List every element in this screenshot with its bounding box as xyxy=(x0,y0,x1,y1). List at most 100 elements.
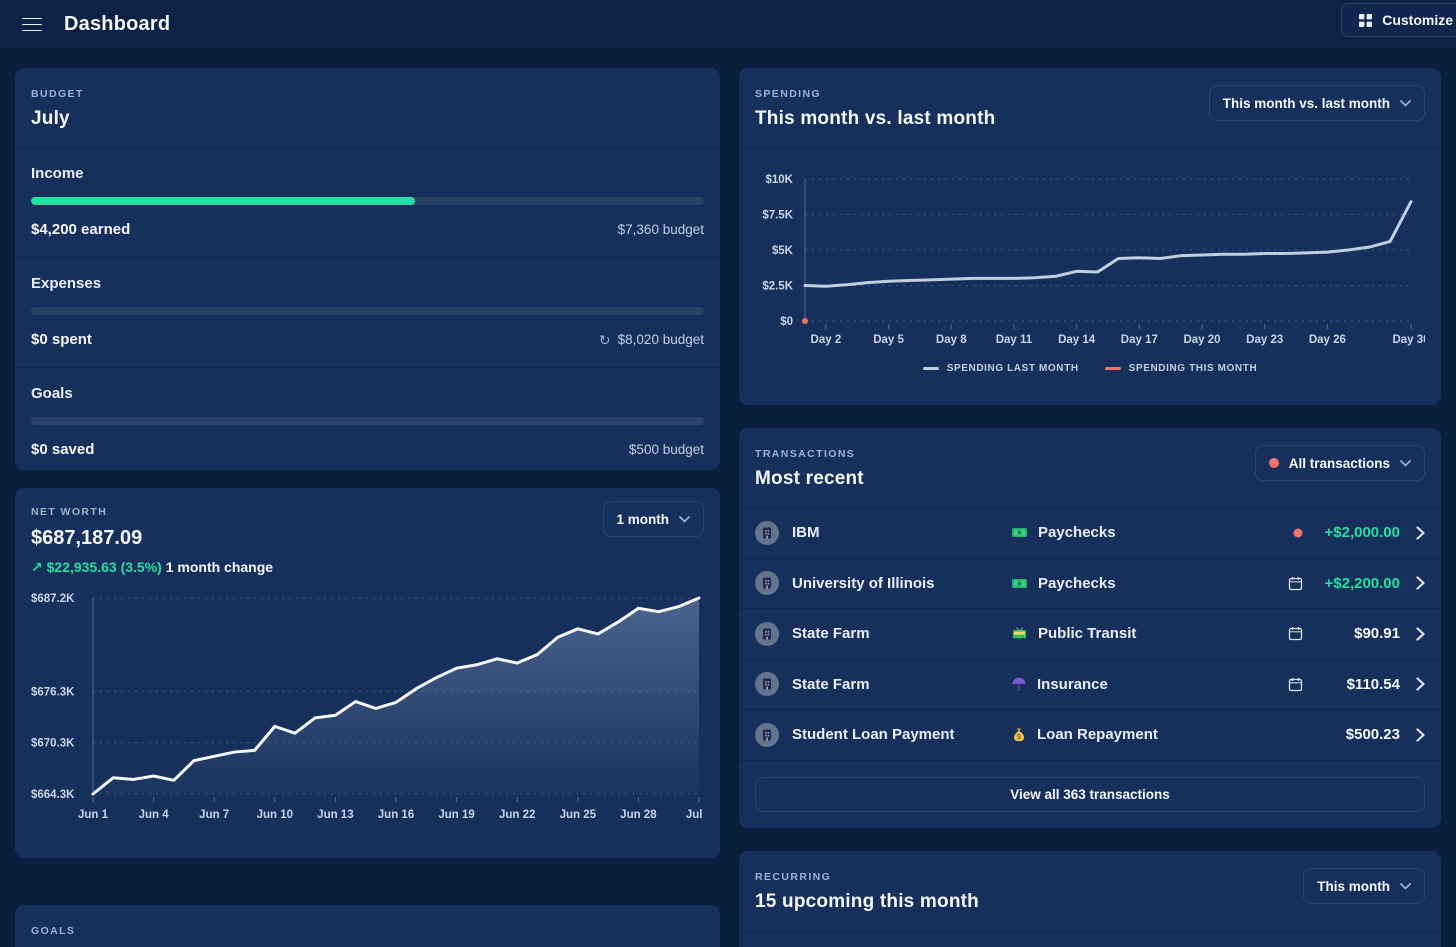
svg-text:Day 11: Day 11 xyxy=(996,334,1033,346)
svg-text:Day 20: Day 20 xyxy=(1183,334,1220,346)
svg-text:Day 23: Day 23 xyxy=(1246,334,1283,346)
building-icon xyxy=(755,621,779,646)
expenses-progress-bar xyxy=(31,307,704,315)
chevron-right-icon xyxy=(1416,526,1425,540)
goals-card-label: GOALS xyxy=(31,925,76,937)
svg-text:$: $ xyxy=(1017,734,1021,741)
svg-text:Day 2: Day 2 xyxy=(811,334,842,346)
merchant-name: State Farm xyxy=(792,675,870,693)
divider xyxy=(15,367,720,368)
spending-card: SPENDING This month vs. last month This … xyxy=(739,68,1441,405)
net-worth-label: NET WORTH xyxy=(31,506,108,518)
calendar-icon xyxy=(1288,576,1303,591)
divider xyxy=(739,148,1441,149)
svg-text:Day 5: Day 5 xyxy=(873,334,904,346)
filter-dot-icon xyxy=(1268,458,1279,468)
svg-text:$5K: $5K xyxy=(772,245,794,257)
dashboard-content: BUDGET July Income $4,200 earned $7,360 … xyxy=(0,49,1456,947)
svg-text:Jun 10: Jun 10 xyxy=(257,809,293,821)
svg-text:Jun 4: Jun 4 xyxy=(139,809,170,821)
chevron-right-icon xyxy=(1416,576,1425,590)
pending-dot xyxy=(1293,528,1303,538)
legend-item: SPENDING LAST MONTH xyxy=(922,363,1079,374)
svg-text:Day 14: Day 14 xyxy=(1058,334,1096,346)
merchant-name: State Farm xyxy=(792,625,870,643)
transaction-amount: $110.54 xyxy=(1346,675,1400,693)
spending-title: This month vs. last month xyxy=(755,108,996,129)
transaction-amount: $90.91 xyxy=(1354,625,1400,643)
customize-label: Customize xyxy=(1382,12,1453,28)
income-progress-fill xyxy=(31,197,415,205)
transactions-label: TRANSACTIONS xyxy=(755,448,856,460)
goals-saved: $0 saved xyxy=(31,441,95,458)
spending-chart: $10K $7.5K $5K $2.5K $0 Day 2 Day 5 Day 8 Day 11… xyxy=(762,174,1425,346)
merchant-name: Student Loan Payment xyxy=(792,726,955,744)
transaction-row[interactable]: State Farm Public Transit $90.91 xyxy=(739,608,1441,659)
page-title: Dashboard xyxy=(64,13,171,35)
svg-text:$676.3K: $676.3K xyxy=(31,686,75,698)
building-icon xyxy=(755,571,779,596)
net-worth-period-dropdown[interactable]: 1 month xyxy=(602,501,704,537)
chevron-down-icon xyxy=(1400,459,1411,467)
expenses-budget: ↻ $8,020 budget xyxy=(598,331,704,348)
category-name: Insurance xyxy=(1037,675,1108,693)
transactions-filter-dropdown[interactable]: All transactions xyxy=(1254,445,1425,481)
divider xyxy=(739,932,1441,933)
up-arrow-icon: ↗ xyxy=(31,559,43,575)
legend-line-icon xyxy=(922,367,939,370)
goals-card: GOALS Your top priorities xyxy=(15,905,720,947)
net-worth-card: NET WORTH 1 month $687,187.09 ↗ $22,935.… xyxy=(15,488,720,858)
transaction-row[interactable]: State Farm Insurance $110.54 xyxy=(739,658,1441,710)
category-name: Loan Repayment xyxy=(1037,726,1158,744)
svg-text:Jul 1: Jul 1 xyxy=(686,809,704,821)
merchant-name: University of Illinois xyxy=(792,574,935,592)
recurring-period-dropdown[interactable]: This month xyxy=(1303,868,1425,904)
svg-text:Jun 13: Jun 13 xyxy=(317,809,353,821)
svg-text:Day 30: Day 30 xyxy=(1392,334,1425,346)
transactions-card: TRANSACTIONS Most recent All transaction… xyxy=(739,428,1441,828)
svg-text:Jun 19: Jun 19 xyxy=(438,809,474,821)
recurring-label: RECURRING xyxy=(755,871,832,883)
transaction-row[interactable]: University of Illinois Paychecks +$2,200.0… xyxy=(739,557,1441,609)
view-all-transactions-button[interactable]: View all 363 transactions xyxy=(755,776,1425,812)
budget-section-income[interactable]: Income $4,200 earned $7,360 budget xyxy=(31,165,704,238)
building-icon xyxy=(755,520,779,545)
building-icon xyxy=(755,672,779,697)
svg-text:Day 8: Day 8 xyxy=(936,334,967,346)
svg-text:$0: $0 xyxy=(780,316,793,328)
budget-section-expenses[interactable]: Expenses $0 spent ↻ $8,020 budget xyxy=(31,275,704,348)
svg-text:Day 26: Day 26 xyxy=(1309,334,1346,346)
hamburger-menu-icon[interactable] xyxy=(22,17,42,32)
svg-text:$687.2K: $687.2K xyxy=(31,593,75,605)
goals-card-title: Your top priorities xyxy=(31,945,704,947)
transaction-row[interactable]: IBM Paychecks +$2,000.00 xyxy=(739,507,1441,558)
svg-text:$2.5K: $2.5K xyxy=(762,281,793,293)
chevron-right-icon xyxy=(1416,728,1425,742)
customize-button[interactable]: Customize xyxy=(1341,3,1456,37)
legend-line-icon xyxy=(1104,367,1121,370)
transactions-list: IBM Paychecks +$2,000.00 University of Illi… xyxy=(739,507,1441,760)
svg-text:Jun 16: Jun 16 xyxy=(378,809,414,821)
svg-text:$664.3K: $664.3K xyxy=(31,789,75,801)
income-progress-bar xyxy=(31,197,704,205)
recurring-card: RECURRING 15 upcoming this month This mo… xyxy=(739,851,1441,947)
budget-section-goals[interactable]: Goals $0 saved $500 budget xyxy=(31,385,704,458)
banknote-icon xyxy=(1011,524,1028,541)
money-bag-icon: $ xyxy=(1011,727,1027,743)
chevron-right-icon xyxy=(1416,627,1425,641)
income-budget: $7,360 budget xyxy=(617,222,704,237)
svg-text:Jun 22: Jun 22 xyxy=(499,809,535,821)
divider xyxy=(15,257,720,258)
spending-compare-dropdown[interactable]: This month vs. last month xyxy=(1208,85,1425,121)
chevron-right-icon xyxy=(1416,677,1425,691)
transaction-row[interactable]: Student Loan Payment $ Loan Repayment $500.… xyxy=(739,709,1441,760)
svg-text:$10K: $10K xyxy=(766,174,794,186)
umbrella-icon xyxy=(1011,676,1027,692)
spending-legend: SPENDING LAST MONTH SPENDING THIS MONTH xyxy=(739,363,1441,374)
svg-text:Jun 28: Jun 28 xyxy=(620,809,657,821)
chevron-down-icon xyxy=(1400,99,1411,107)
merchant-name: IBM xyxy=(792,524,820,542)
chevron-down-icon xyxy=(679,515,690,523)
svg-text:$7.5K: $7.5K xyxy=(762,210,793,222)
